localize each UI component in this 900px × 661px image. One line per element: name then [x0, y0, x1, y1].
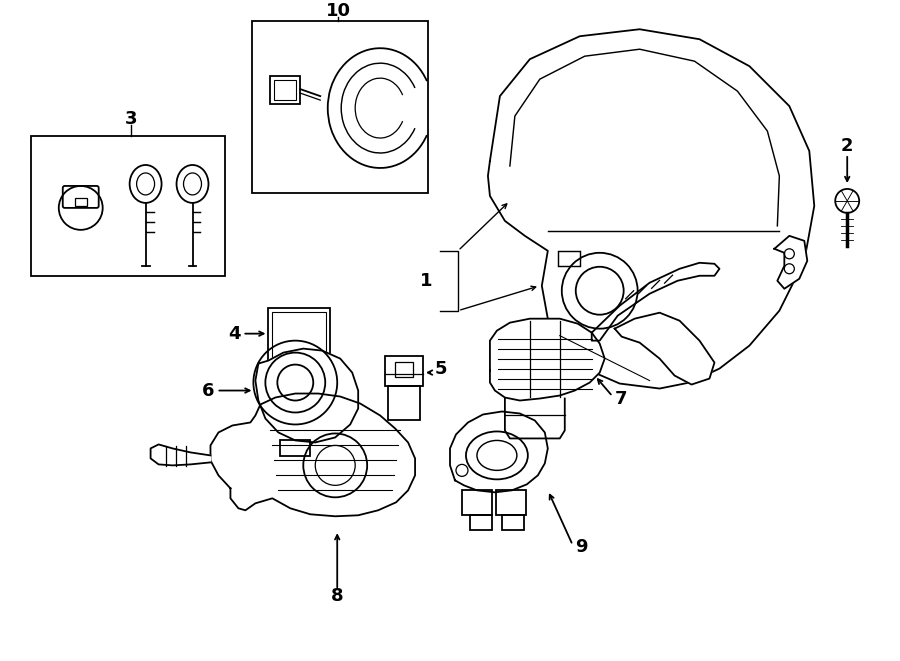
Bar	[388, 385, 420, 420]
Text: 2: 2	[841, 137, 853, 155]
Bar	[274, 80, 296, 100]
Polygon shape	[211, 393, 415, 516]
Bar	[496, 490, 526, 516]
Bar	[462, 490, 492, 516]
Text: 3: 3	[124, 110, 137, 128]
Text: 7: 7	[615, 389, 627, 408]
Bar	[252, 21, 428, 193]
Polygon shape	[591, 263, 719, 340]
Polygon shape	[256, 348, 358, 442]
Bar	[268, 308, 330, 366]
Bar	[273, 312, 326, 362]
Text: 5: 5	[435, 360, 447, 377]
Polygon shape	[505, 399, 565, 438]
Text: 4: 4	[228, 325, 240, 342]
Bar	[470, 516, 492, 530]
Bar	[276, 366, 322, 383]
Text: 1: 1	[419, 272, 432, 290]
Polygon shape	[450, 412, 548, 492]
Text: 10: 10	[326, 2, 351, 20]
Polygon shape	[150, 444, 211, 465]
Bar	[31, 136, 225, 276]
Bar	[502, 516, 524, 530]
Bar	[558, 251, 580, 266]
Polygon shape	[774, 236, 807, 289]
Text: 6: 6	[202, 381, 214, 399]
Bar	[270, 76, 301, 104]
Text: 9: 9	[575, 538, 588, 556]
Polygon shape	[488, 29, 814, 389]
Polygon shape	[615, 313, 715, 385]
Bar	[385, 356, 423, 385]
Bar	[280, 440, 310, 456]
Bar	[75, 198, 86, 206]
Text: 8: 8	[331, 587, 344, 605]
Bar	[395, 362, 413, 377]
Polygon shape	[490, 319, 605, 401]
